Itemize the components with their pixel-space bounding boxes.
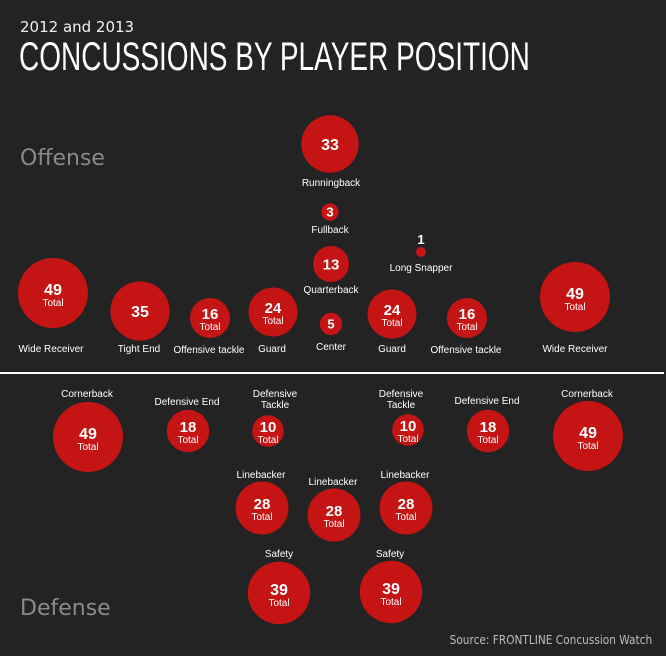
defense-total-label: Total <box>323 519 344 530</box>
offense-bubble <box>248 287 298 337</box>
chart-title: CONCUSSIONS BY PLAYER POSITION <box>19 35 530 79</box>
offense-bubble <box>301 115 359 173</box>
offense-position-label: Wide Receiver <box>542 344 608 355</box>
offense-value-label: 16 <box>459 306 476 323</box>
offense-total-label: Total <box>381 318 402 329</box>
defense-bubble <box>252 415 284 447</box>
offense-bubble <box>319 312 343 336</box>
offense-position-label: Fullback <box>311 225 349 236</box>
offense-value-label: 16 <box>202 306 219 323</box>
defense-position-label: Defensive End <box>454 396 519 407</box>
offense-value-label: 35 <box>131 304 149 321</box>
offense-bubble <box>367 289 417 339</box>
offense-bubble <box>313 246 349 282</box>
defense-bubble <box>392 414 424 446</box>
offense-value-label: 13 <box>323 256 340 273</box>
defense-bubble <box>235 481 289 535</box>
defense-bubble <box>359 560 423 624</box>
offense-position-label: Wide Receiver <box>18 344 84 355</box>
defense-value-label: 18 <box>480 419 497 436</box>
defense-bubble <box>379 481 433 535</box>
defense-total-label: Total <box>251 512 272 523</box>
defense-position-label: Linebacker <box>381 470 431 481</box>
defense-value-label: 49 <box>79 426 97 443</box>
offense-position-label: Center <box>316 342 347 353</box>
offense-total-label: Total <box>262 316 283 327</box>
offense-value-label: 5 <box>327 317 334 332</box>
defense-value-label: 28 <box>326 503 343 520</box>
defense-value-label: 10 <box>400 418 417 435</box>
defense-total-label: Total <box>268 598 289 609</box>
defense-position-label: Defensive <box>253 389 298 400</box>
offense-value-label: 24 <box>265 300 282 317</box>
offense-total-label: Total <box>564 302 585 313</box>
offense-value-label: 24 <box>384 302 401 319</box>
defense-bubble <box>307 488 361 542</box>
defense-value-label: 49 <box>579 425 597 442</box>
defense-position-label: Cornerback <box>61 389 114 400</box>
defense-position-label: Safety <box>376 549 404 560</box>
defense-total-label: Total <box>477 435 498 446</box>
offense-total-label: Total <box>199 322 220 333</box>
defense-value-label: 10 <box>260 419 277 436</box>
offense-total-label: Total <box>42 298 63 309</box>
defense-position-label: Cornerback <box>561 389 614 400</box>
offense-value-label: 3 <box>326 205 333 220</box>
defense-total-label: Total <box>257 435 278 446</box>
offense-section-label: Offense <box>20 146 105 171</box>
offense-position-label: Quarterback <box>303 285 359 296</box>
offense-position-label: Long Snapper <box>390 263 454 274</box>
defense-total-label: Total <box>577 441 598 452</box>
defense-bubble <box>247 561 311 625</box>
defense-position-label: Tackle <box>261 400 290 411</box>
defense-total-label: Total <box>77 442 98 453</box>
offense-value-label: 1 <box>417 232 424 247</box>
offense-bubble <box>447 298 487 338</box>
offense-position-label: Offensive tackle <box>431 345 502 356</box>
offense-total-label: Total <box>456 322 477 333</box>
offense-bubble <box>190 298 230 338</box>
defense-bubble <box>553 401 623 471</box>
chart-subtitle: 2012 and 2013 <box>20 18 135 36</box>
offense-bubble <box>18 258 88 328</box>
defense-total-label: Total <box>380 597 401 608</box>
defense-total-label: Total <box>397 434 418 445</box>
offense-position-label: Guard <box>258 344 286 355</box>
offense-defense-divider <box>0 372 664 374</box>
defense-position-label: Safety <box>265 549 293 560</box>
defense-total-label: Total <box>177 435 198 446</box>
defense-position-label: Defensive <box>379 389 424 400</box>
offense-value-label: 49 <box>566 286 584 303</box>
defense-value-label: 18 <box>180 419 197 436</box>
defense-total-label: Total <box>395 512 416 523</box>
offense-position-label: Runningback <box>302 178 361 189</box>
offense-value-label: 49 <box>44 282 62 299</box>
defense-bubble <box>166 409 210 453</box>
offense-position-label: Tight End <box>118 344 160 355</box>
defense-value-label: 28 <box>254 496 271 513</box>
offense-position-label: Guard <box>378 344 406 355</box>
defense-bubble <box>466 409 510 453</box>
defense-position-label: Linebacker <box>309 477 359 488</box>
defense-value-label: 28 <box>398 496 415 513</box>
defense-position-label: Defensive End <box>154 397 219 408</box>
offense-bubble <box>416 247 426 257</box>
defense-value-label: 39 <box>382 581 400 598</box>
offense-bubble <box>321 203 339 221</box>
defense-position-label: Tackle <box>387 400 416 411</box>
defense-section-label: Defense <box>20 596 111 621</box>
defense-bubble <box>53 402 123 472</box>
offense-value-label: 33 <box>321 137 339 154</box>
source-note: Source: FRONTLINE Concussion Watch <box>449 633 652 647</box>
offense-bubble <box>540 262 610 332</box>
defense-position-label: Linebacker <box>237 470 287 481</box>
offense-position-label: Offensive tackle <box>174 345 245 356</box>
offense-bubble <box>110 281 170 341</box>
defense-value-label: 39 <box>270 582 288 599</box>
